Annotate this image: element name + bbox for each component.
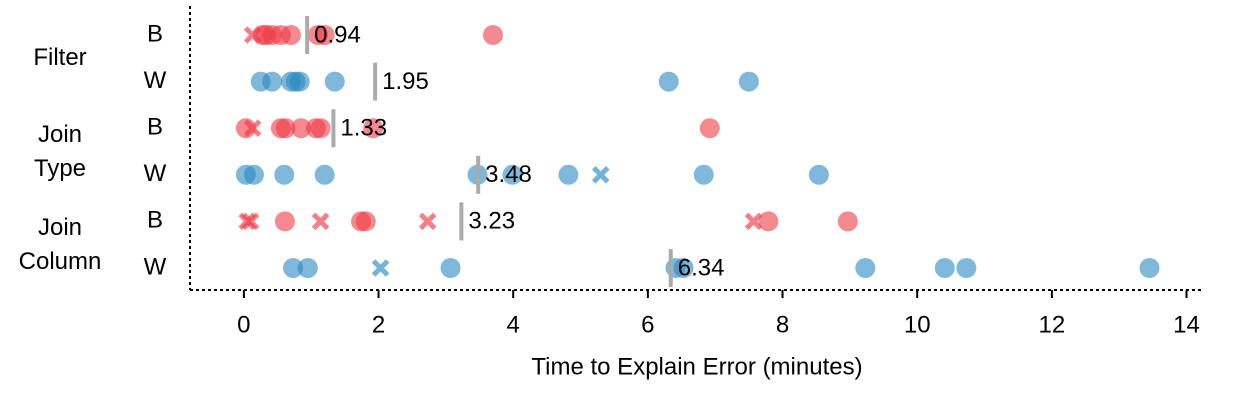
circle-point (275, 118, 296, 139)
x-tick-label: 0 (237, 311, 250, 338)
circle-point (808, 164, 829, 185)
circle-point (758, 211, 779, 232)
x-tick-label: 8 (776, 311, 789, 338)
row-label: B (147, 207, 163, 234)
circle-point (281, 25, 301, 45)
circle-point (324, 71, 345, 92)
row-label: W (144, 253, 167, 280)
group-label: Join Column (18, 213, 102, 275)
x-tick-label: 2 (372, 311, 385, 338)
circle-point (314, 164, 335, 185)
circle-point (558, 164, 579, 185)
cross-point (243, 119, 262, 137)
circle-point (291, 118, 312, 139)
circle-point (243, 164, 264, 185)
cross-point (744, 212, 763, 231)
row-label: B (147, 114, 163, 141)
circle-point (1139, 258, 1160, 278)
circle-point (363, 118, 384, 139)
circle-point (274, 164, 295, 185)
cross-point (371, 259, 390, 277)
circle-point (262, 71, 283, 92)
x-tick-label: 14 (1173, 311, 1200, 338)
x-axis-label: Time to Explain Error (minutes) (531, 353, 862, 380)
circle-point (738, 71, 759, 92)
circle-point (956, 258, 977, 278)
circle-point (283, 258, 304, 278)
circle-point (502, 164, 523, 185)
median-label: 0.94 (314, 21, 361, 48)
circle-point (483, 25, 503, 45)
x-tick-label: 6 (641, 311, 654, 338)
x-tick-label: 4 (507, 311, 520, 338)
median-label: 1.33 (340, 115, 387, 142)
circle-point (673, 258, 694, 278)
circle-point (274, 211, 295, 232)
circle-point (297, 258, 318, 278)
median-label: 3.48 (485, 161, 532, 188)
circle-point (314, 25, 335, 45)
circle-point (699, 118, 720, 139)
cross-point (591, 166, 610, 184)
cross-point (418, 212, 437, 231)
circle-point (289, 71, 310, 92)
median-label: 3.23 (468, 208, 515, 235)
circle-point (658, 71, 679, 92)
circle-point (837, 211, 858, 232)
row-label: B (147, 20, 163, 47)
row-label: W (144, 67, 167, 94)
circle-point (440, 258, 461, 278)
x-tick-label: 10 (904, 311, 931, 338)
circle-point (310, 118, 331, 139)
median-label: 1.95 (382, 68, 429, 95)
row-label: W (144, 160, 167, 187)
cross-point (311, 212, 330, 231)
group-label: Filter (33, 44, 87, 72)
group-label: Join Type (33, 120, 87, 182)
cross-point (241, 212, 260, 231)
median-label: 6.34 (678, 254, 725, 281)
circle-point (355, 211, 376, 232)
circle-point (693, 164, 714, 185)
x-tick-label: 12 (1039, 311, 1066, 338)
circle-point (934, 258, 955, 278)
circle-point (855, 258, 876, 278)
